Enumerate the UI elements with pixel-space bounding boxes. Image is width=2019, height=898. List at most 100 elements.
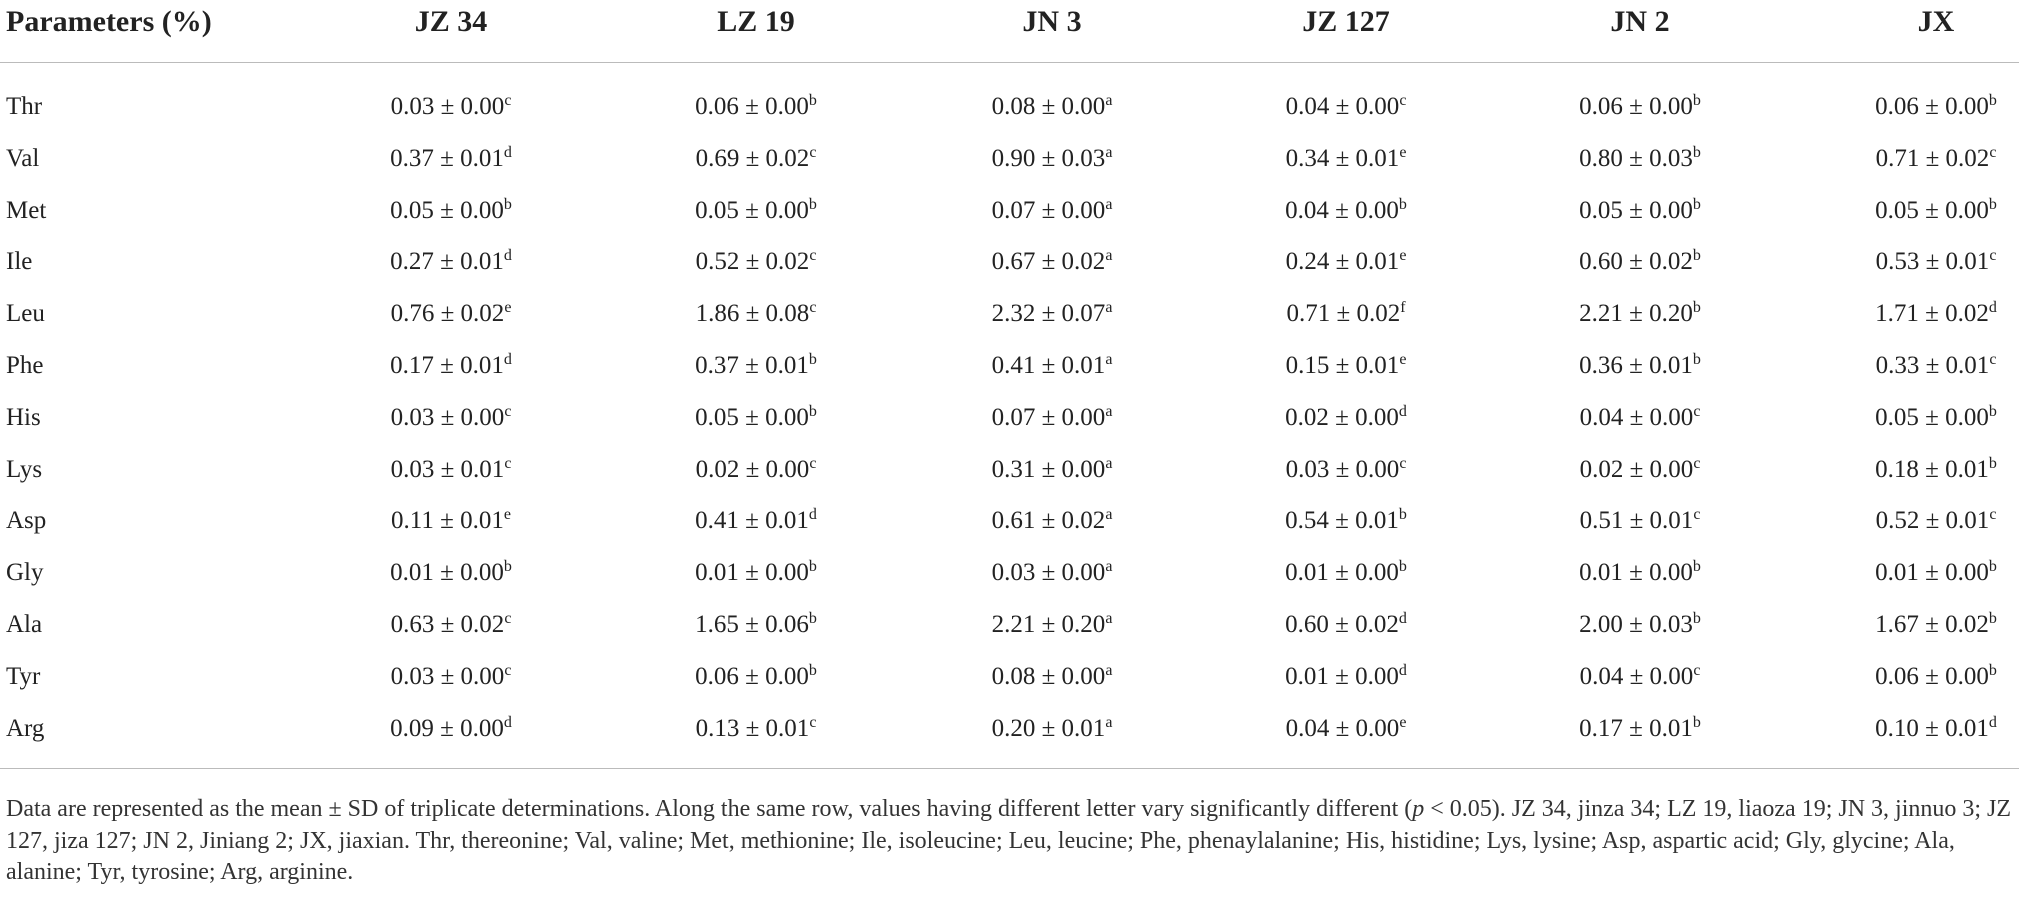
significance-letter: a	[1105, 558, 1113, 576]
value-cell: 0.01 ± 0.00b	[695, 558, 817, 588]
significance-letter: b	[1988, 558, 1997, 576]
value: 0.02 ± 0.00	[1285, 403, 1399, 431]
value: 0.08 ± 0.00	[991, 662, 1106, 690]
value: 0.31 ± 0.00	[991, 455, 1106, 483]
value-cell: 0.03 ± 0.01c	[391, 455, 512, 485]
value: 0.17 ± 0.01	[390, 352, 504, 379]
value: 0.06 ± 0.00	[1875, 93, 1989, 120]
value: 0.06 ± 0.00	[1579, 93, 1693, 120]
significance-letter: a	[1105, 92, 1113, 109]
value: 0.52 ± 0.01	[1875, 507, 1990, 535]
value-cell: 2.00 ± 0.03b	[1579, 610, 1701, 640]
value: 0.11 ± 0.01	[391, 507, 504, 535]
significance-letter: d	[503, 713, 512, 731]
value: 0.15 ± 0.01	[1285, 352, 1400, 379]
value-cell: 0.41 ± 0.01d	[695, 506, 817, 536]
significance-letter: c	[504, 402, 512, 420]
significance-letter: d	[1988, 299, 1997, 317]
value: 0.08 ± 0.00	[991, 93, 1106, 120]
value-cell: 0.71 ± 0.02c	[1876, 144, 1997, 174]
value: 0.13 ± 0.01	[695, 714, 810, 742]
value-cell: 1.67 ± 0.02b	[1875, 610, 1997, 640]
value: 0.04 ± 0.00	[1579, 403, 1694, 431]
value-cell: 0.06 ± 0.00b	[1875, 662, 1997, 692]
header-rule	[0, 62, 2019, 63]
value: 0.17 ± 0.01	[1579, 714, 1693, 742]
value: 0.05 ± 0.00	[695, 196, 809, 224]
significance-letter: f	[1400, 299, 1406, 317]
significance-letter: a	[1105, 506, 1113, 524]
value: 0.09 ± 0.00	[390, 714, 504, 742]
column-header: JZ 127	[1302, 5, 1390, 38]
value: 0.01 ± 0.00	[1579, 559, 1693, 587]
value-cell: 2.32 ± 0.07a	[992, 299, 1113, 329]
value-cell: 0.07 ± 0.00a	[992, 403, 1113, 433]
value: 0.07 ± 0.00	[991, 403, 1106, 431]
value: 0.06 ± 0.00	[1875, 662, 1989, 690]
significance-letter: c	[809, 143, 817, 161]
significance-letter: b	[808, 195, 817, 213]
value-cell: 0.20 ± 0.01a	[992, 714, 1113, 744]
value: 0.04 ± 0.00	[1285, 196, 1399, 224]
column-header: JZ 34	[414, 5, 488, 38]
value: 0.61 ± 0.02	[991, 507, 1106, 535]
row-label: Phe	[6, 352, 44, 379]
value-cell: 0.41 ± 0.01a	[992, 351, 1113, 381]
value: 0.04 ± 0.00	[1285, 714, 1400, 742]
significance-letter: a	[1105, 610, 1113, 627]
value-cell: 0.03 ± 0.00c	[391, 662, 512, 692]
significance-letter: d	[1398, 610, 1407, 627]
value-cell: 0.80 ± 0.03b	[1579, 144, 1701, 174]
value: 0.03 ± 0.00	[390, 93, 505, 120]
significance-letter: b	[1692, 143, 1701, 161]
value: 0.67 ± 0.02	[991, 248, 1106, 276]
value-cell: 0.18 ± 0.01b	[1875, 455, 1997, 485]
significance-letter: a	[1105, 661, 1113, 679]
value-cell: 0.01 ± 0.00d	[1285, 662, 1407, 692]
significance-letter: a	[1105, 143, 1113, 161]
significance-letter: d	[1398, 402, 1407, 420]
value-cell: 0.05 ± 0.00b	[1875, 403, 1997, 433]
row-label: His	[6, 403, 41, 431]
significance-letter: a	[1105, 454, 1113, 472]
value-cell: 0.06 ± 0.00b	[695, 92, 817, 122]
significance-letter: b	[1988, 402, 1997, 420]
significance-letter: b	[808, 402, 817, 420]
significance-letter: b	[1398, 195, 1407, 213]
footnote-text: Data are represented as the mean ± SD of…	[6, 796, 1413, 822]
value-cell: 0.06 ± 0.00b	[695, 662, 817, 692]
significance-letter: e	[1399, 247, 1407, 265]
value: 0.41 ± 0.01	[991, 352, 1106, 379]
significance-letter: c	[1693, 661, 1701, 679]
value: 0.52 ± 0.02	[695, 248, 810, 276]
row-header-title: Parameters (%)	[6, 5, 212, 38]
value: 0.53 ± 0.01	[1875, 248, 1990, 276]
value-cell: 0.01 ± 0.00b	[390, 558, 512, 588]
value: 0.06 ± 0.00	[695, 93, 809, 120]
value: 0.03 ± 0.00	[390, 662, 505, 690]
significance-letter: b	[808, 351, 817, 368]
value-cell: 0.09 ± 0.00d	[390, 714, 512, 744]
significance-letter: a	[1105, 299, 1113, 317]
significance-letter: a	[1105, 713, 1113, 731]
value-cell: 0.71 ± 0.02f	[1286, 299, 1405, 329]
significance-letter: b	[808, 610, 817, 627]
significance-letter: e	[1399, 143, 1407, 161]
value-cell: 0.05 ± 0.00b	[695, 196, 817, 226]
significance-letter: c	[809, 247, 817, 265]
value: 1.65 ± 0.06	[695, 611, 809, 638]
significance-letter: e	[504, 299, 512, 317]
value: 1.86 ± 0.08	[695, 300, 810, 328]
significance-letter: b	[1692, 247, 1701, 265]
significance-letter: a	[1105, 402, 1113, 420]
value-cell: 0.06 ± 0.00b	[1875, 92, 1997, 122]
value: 0.63 ± 0.02	[390, 611, 505, 638]
value-cell: 0.60 ± 0.02b	[1579, 247, 1701, 277]
row-label: Lys	[6, 455, 43, 483]
value-cell: 0.05 ± 0.00b	[1579, 196, 1701, 226]
significance-letter: e	[503, 506, 511, 524]
significance-letter: c	[504, 454, 512, 472]
value-cell: 0.11 ± 0.01e	[391, 506, 511, 536]
significance-letter: b	[1692, 92, 1701, 109]
value-cell: 0.90 ± 0.03a	[992, 144, 1113, 174]
